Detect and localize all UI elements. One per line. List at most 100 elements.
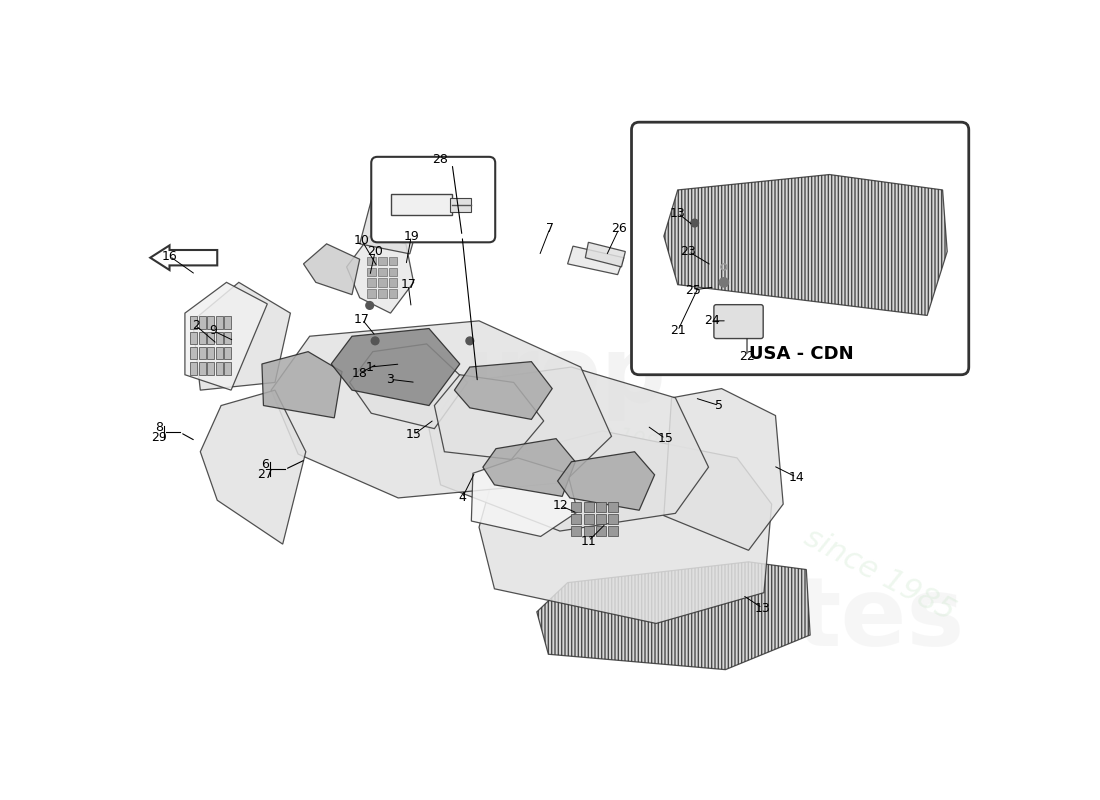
- Bar: [224, 316, 231, 329]
- Bar: [224, 332, 231, 344]
- FancyArrow shape: [151, 246, 218, 270]
- Bar: [378, 257, 387, 266]
- Polygon shape: [537, 562, 810, 670]
- Bar: [367, 257, 376, 266]
- Text: a passion for parts since 1985: a passion for parts since 1985: [362, 362, 673, 458]
- FancyBboxPatch shape: [714, 305, 763, 338]
- Polygon shape: [304, 244, 360, 294]
- Polygon shape: [200, 390, 306, 544]
- Circle shape: [719, 278, 728, 287]
- Bar: [207, 347, 215, 359]
- Text: 14: 14: [789, 470, 804, 484]
- Bar: [450, 198, 472, 211]
- Polygon shape: [585, 242, 625, 267]
- Bar: [584, 502, 594, 512]
- Text: 16: 16: [162, 250, 177, 262]
- Bar: [584, 526, 594, 537]
- Bar: [190, 362, 197, 374]
- Text: 7: 7: [546, 222, 554, 235]
- Text: 27: 27: [257, 468, 273, 482]
- Bar: [378, 290, 387, 298]
- Bar: [199, 347, 206, 359]
- Polygon shape: [360, 194, 424, 254]
- Bar: [584, 514, 594, 524]
- Bar: [367, 290, 376, 298]
- Bar: [190, 332, 197, 344]
- Polygon shape: [434, 374, 543, 459]
- Bar: [608, 502, 618, 512]
- Bar: [190, 316, 197, 329]
- Polygon shape: [664, 174, 947, 315]
- Text: 1: 1: [366, 361, 374, 374]
- Text: 15: 15: [406, 428, 421, 442]
- Text: 25: 25: [685, 283, 701, 297]
- Bar: [367, 278, 376, 287]
- Bar: [199, 316, 206, 329]
- Bar: [389, 268, 397, 276]
- Text: 15: 15: [658, 432, 673, 445]
- Bar: [216, 316, 222, 329]
- Text: 6: 6: [261, 458, 268, 470]
- Text: 11: 11: [581, 534, 596, 547]
- Text: 13: 13: [670, 206, 685, 219]
- Bar: [216, 347, 222, 359]
- Text: 13: 13: [755, 602, 770, 614]
- Text: 20: 20: [367, 245, 383, 258]
- Text: 24: 24: [704, 314, 719, 327]
- Polygon shape: [483, 438, 575, 496]
- Polygon shape: [185, 282, 267, 390]
- Bar: [389, 290, 397, 298]
- Polygon shape: [558, 452, 654, 510]
- Polygon shape: [350, 344, 468, 429]
- Text: USA - CDN: USA - CDN: [749, 345, 854, 363]
- Bar: [224, 347, 231, 359]
- Text: 2: 2: [191, 319, 199, 332]
- Text: 23: 23: [681, 245, 696, 258]
- Bar: [608, 514, 618, 524]
- Bar: [596, 514, 606, 524]
- Polygon shape: [429, 367, 708, 531]
- Bar: [378, 268, 387, 276]
- Bar: [389, 257, 397, 266]
- Polygon shape: [331, 329, 460, 406]
- Bar: [224, 362, 231, 374]
- Polygon shape: [271, 321, 612, 498]
- Bar: [216, 332, 222, 344]
- Bar: [572, 526, 582, 537]
- Circle shape: [372, 337, 378, 345]
- Bar: [199, 362, 206, 374]
- Text: 17: 17: [354, 313, 370, 326]
- Text: 22: 22: [739, 350, 755, 362]
- Circle shape: [691, 219, 698, 227]
- Bar: [608, 526, 618, 537]
- Text: tes: tes: [794, 573, 965, 666]
- Text: 4: 4: [459, 491, 466, 505]
- Text: 10: 10: [354, 234, 370, 247]
- Bar: [216, 362, 222, 374]
- Text: 9: 9: [209, 324, 218, 338]
- Text: 18: 18: [352, 366, 367, 380]
- Text: 21: 21: [670, 324, 685, 338]
- Bar: [199, 332, 206, 344]
- FancyBboxPatch shape: [631, 122, 969, 374]
- Text: 3: 3: [386, 373, 395, 386]
- Polygon shape: [262, 352, 342, 418]
- Bar: [378, 278, 387, 287]
- Bar: [367, 268, 376, 276]
- Circle shape: [366, 302, 374, 310]
- Polygon shape: [568, 246, 624, 274]
- Text: 12: 12: [553, 499, 569, 512]
- Bar: [390, 194, 452, 215]
- Bar: [596, 502, 606, 512]
- Text: 19: 19: [404, 230, 419, 242]
- Bar: [572, 514, 582, 524]
- Text: since 1985: since 1985: [799, 523, 960, 627]
- Bar: [207, 332, 215, 344]
- Text: 5: 5: [715, 399, 724, 412]
- Bar: [207, 362, 215, 374]
- Text: 17: 17: [400, 278, 416, 291]
- Bar: [190, 347, 197, 359]
- Bar: [207, 316, 215, 329]
- Circle shape: [466, 337, 474, 345]
- Text: 28: 28: [432, 153, 449, 166]
